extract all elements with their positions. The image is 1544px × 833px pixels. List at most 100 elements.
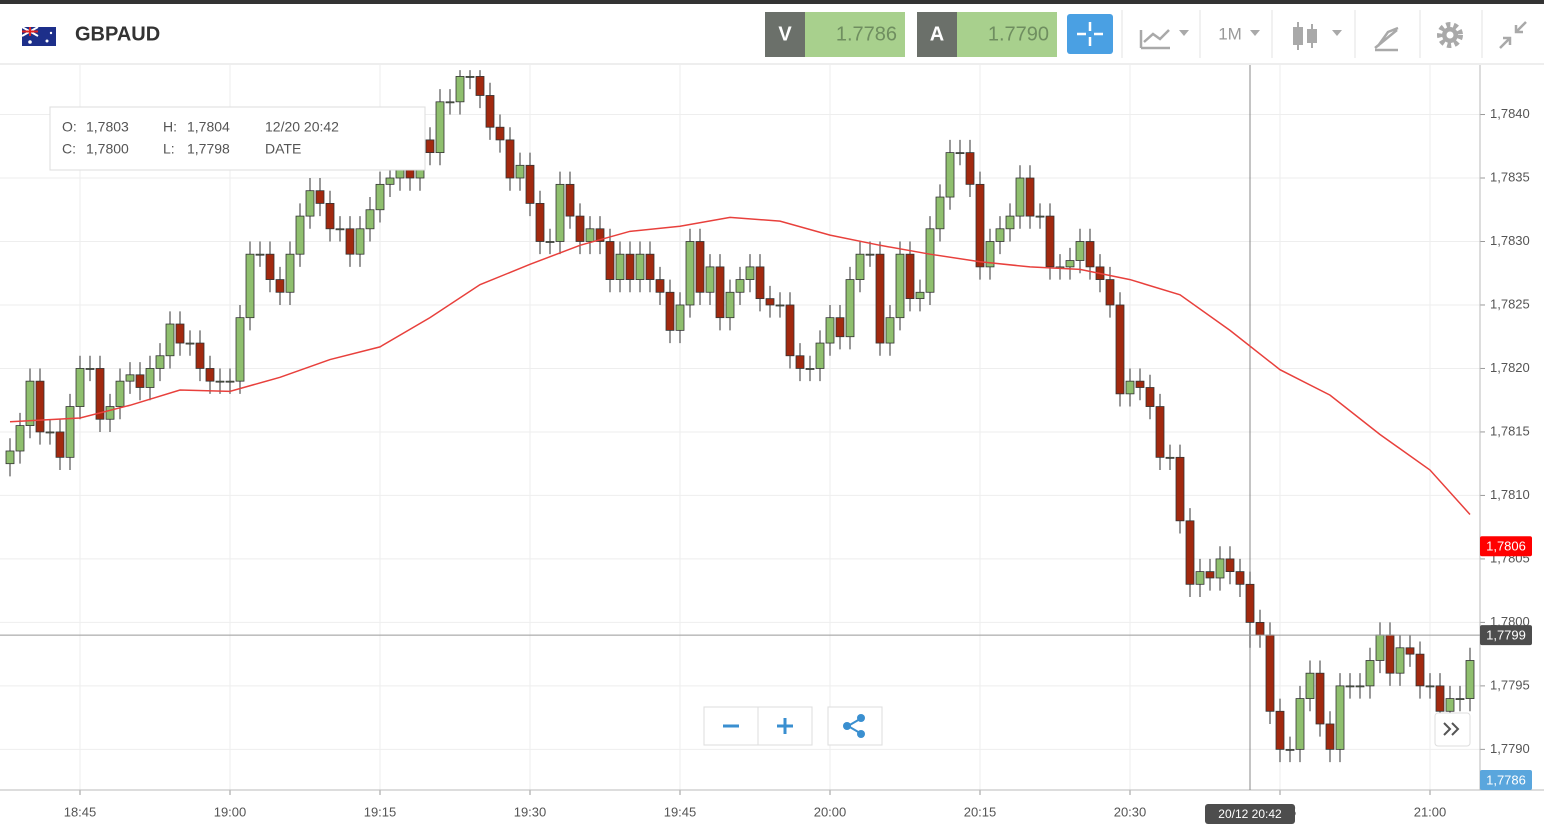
- zoom-out-button[interactable]: [703, 706, 759, 746]
- candle-body: [485, 95, 495, 128]
- y-tick-label: 1,7820: [1490, 360, 1530, 375]
- candle-body: [1035, 215, 1045, 218]
- period[interactable]: 1M: [1218, 24, 1242, 43]
- candle-body: [975, 183, 985, 268]
- candle-body: [5, 450, 15, 465]
- candle-body: [705, 266, 715, 293]
- x-tick-label: 19:15: [364, 804, 397, 819]
- x-tick-label: 19:00: [214, 804, 247, 819]
- candle-body: [565, 183, 575, 217]
- candle-body: [775, 304, 785, 307]
- candle-body: [1165, 456, 1175, 459]
- candle-body: [1125, 380, 1135, 395]
- chart-type-button[interactable]: [1139, 29, 1189, 50]
- candle-body: [945, 152, 955, 198]
- candle-body: [105, 406, 115, 420]
- candle-body: [1225, 558, 1235, 573]
- moving-average: [9, 216, 1471, 515]
- ask-box[interactable]: [957, 12, 1057, 57]
- candle-body: [1065, 260, 1075, 268]
- plot: 1,77901,77951,78001,78051,78101,78151,78…: [0, 65, 1544, 824]
- crosshair-button[interactable]: [1067, 14, 1113, 54]
- candle-body: [1455, 698, 1465, 700]
- candle-body: [925, 228, 935, 293]
- candle-body: [525, 164, 535, 204]
- candle-body: [875, 253, 885, 344]
- candle-body: [1355, 685, 1365, 688]
- candle-body: [445, 101, 455, 104]
- close-value: 1,7800: [86, 141, 129, 157]
- candle-body: [385, 177, 395, 185]
- candle-body: [1395, 647, 1405, 674]
- candle-body: [615, 253, 625, 280]
- ohlc-tooltip: O: 1,7803 H: 1,7804 12/20 20:42 C: 1,780…: [49, 106, 426, 171]
- candle-body: [1345, 685, 1355, 688]
- price-label-box: [1480, 770, 1532, 790]
- candle-body: [995, 228, 1005, 242]
- y-tick-label: 1,7815: [1490, 423, 1530, 438]
- candle-body: [95, 368, 105, 420]
- ask-label: A: [930, 23, 944, 45]
- share-button[interactable]: [827, 706, 883, 746]
- date-value: 12/20 20:42: [265, 119, 339, 135]
- zoom-in-button[interactable]: [757, 706, 813, 746]
- candle-body: [955, 152, 965, 155]
- price-label: 1,7786: [1486, 772, 1526, 787]
- candle-body: [235, 317, 245, 382]
- candle-body: [265, 253, 275, 280]
- candle-body: [505, 139, 515, 179]
- candle-body: [55, 431, 65, 458]
- candle-body: [625, 253, 635, 280]
- candle-body: [1295, 698, 1305, 750]
- crosshair-icon: [1077, 22, 1103, 46]
- candle-body: [45, 431, 55, 434]
- y-tick-label: 1,7800: [1490, 614, 1530, 629]
- candle-body: [1235, 571, 1245, 585]
- bid-label: V: [778, 23, 792, 45]
- candle-body: [435, 101, 445, 154]
- candle-body: [1325, 723, 1335, 750]
- candle-body: [285, 253, 295, 293]
- candle-body: [535, 202, 545, 242]
- candle-body: [195, 342, 205, 369]
- low-value: 1,7798: [187, 141, 230, 157]
- candle-body: [1305, 672, 1315, 699]
- candle-body: [915, 291, 925, 300]
- candle-body: [755, 266, 765, 300]
- open-label: O:: [62, 119, 77, 135]
- candle-body: [855, 253, 865, 280]
- y-tick-label: 1,7810: [1490, 487, 1530, 502]
- candle-body: [75, 368, 85, 407]
- candle-body: [515, 164, 525, 179]
- period-caret: [1250, 30, 1260, 36]
- candle-body: [1135, 380, 1145, 388]
- candle-body: [1075, 241, 1085, 261]
- candle-body: [1265, 634, 1275, 712]
- collapse-button[interactable]: [1499, 21, 1527, 49]
- candle-body: [475, 76, 485, 96]
- candle-body: [1025, 177, 1035, 217]
- candle-body: [1285, 748, 1295, 751]
- candle-body: [65, 406, 75, 458]
- price-label: 1,7799: [1486, 628, 1526, 643]
- scroll-end-button[interactable]: [1434, 712, 1471, 747]
- candle-body: [965, 152, 975, 185]
- close-label: C:: [62, 141, 76, 157]
- candle-style-button[interactable]: [1293, 22, 1342, 50]
- candle-body: [465, 76, 475, 78]
- candle-body: [365, 209, 375, 230]
- ask-button[interactable]: [917, 12, 957, 57]
- bid-button[interactable]: [765, 12, 805, 57]
- candle-body: [245, 253, 255, 319]
- open-value: 1,7803: [86, 119, 129, 135]
- candle-body: [345, 228, 355, 255]
- draw-button[interactable]: [1374, 26, 1399, 52]
- settings-button[interactable]: [1437, 22, 1463, 48]
- candle-body: [655, 279, 665, 293]
- bid-box[interactable]: [805, 12, 905, 57]
- candle-body: [115, 380, 125, 407]
- x-tick-label: 19:30: [514, 804, 547, 819]
- candle-body: [315, 190, 325, 204]
- date-label: DATE: [265, 141, 301, 157]
